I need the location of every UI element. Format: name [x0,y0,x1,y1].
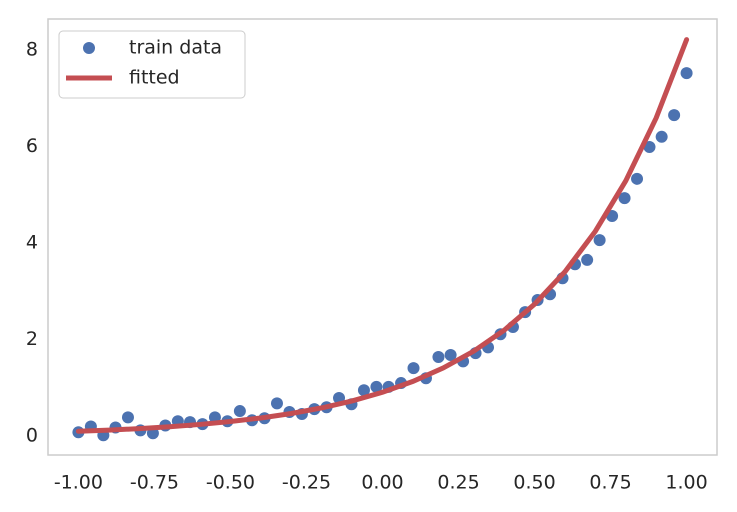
data-point [643,140,656,153]
x-tick-label: 0.75 [589,472,631,494]
data-point [618,192,631,205]
x-tick-label: 0.50 [513,472,555,494]
x-tick-label: 1.00 [665,472,707,494]
y-tick-label: 2 [26,328,38,350]
plot-frame [47,18,718,456]
x-tick-label: 0.25 [437,472,479,494]
data-point [593,234,606,247]
x-tick-label: -0.25 [282,472,331,494]
y-tick-label: 4 [26,232,38,254]
data-point [631,172,644,185]
x-tick-label: -0.50 [206,472,255,494]
data-point [432,350,445,363]
legend-swatch [83,42,95,54]
data-point [370,380,383,393]
data-point [407,362,420,375]
data-point [121,411,134,424]
x-tick-label: -0.75 [130,472,179,494]
fitted-line [75,37,690,434]
y-tick-label: 6 [26,135,38,157]
data-point [581,253,594,266]
data-point [357,384,370,397]
legend-label: train data [129,37,222,59]
data-point [680,67,693,80]
x-tick-label: -1.00 [54,472,103,494]
data-point [655,130,668,143]
data-point [444,349,457,362]
y-tick-label: 8 [26,38,38,60]
x-tick-label: 0.00 [361,472,403,494]
legend-box [58,30,246,99]
data-point [668,109,681,122]
legend-label: fitted [129,67,180,89]
data-point [233,405,246,418]
y-tick-label: 0 [26,425,38,447]
data-point [270,397,283,410]
